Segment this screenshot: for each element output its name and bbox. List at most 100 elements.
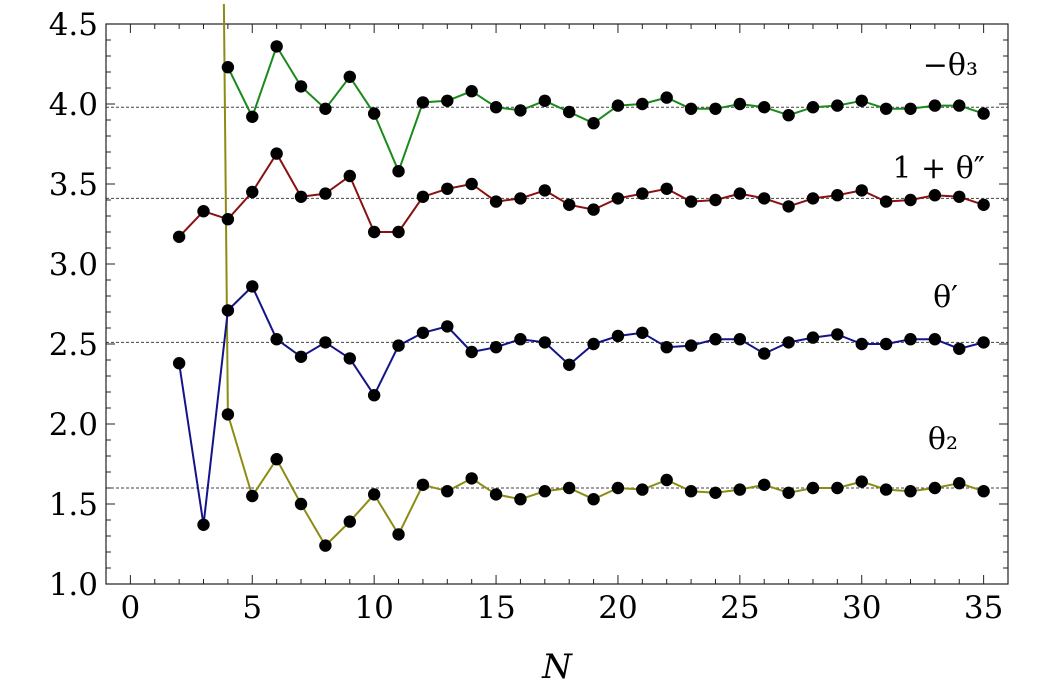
data-point: [611, 481, 625, 495]
data-point: [514, 333, 527, 346]
data-point: [319, 187, 332, 200]
data-point: [855, 184, 868, 197]
data-point: [562, 198, 576, 211]
data-point: [562, 481, 576, 495]
data-point: [953, 342, 966, 355]
data-point: [319, 539, 332, 552]
data-point: [367, 225, 381, 239]
x-axis-title: N: [541, 647, 573, 687]
data-point: [514, 104, 527, 117]
data-point: [562, 105, 576, 119]
data-point: [246, 280, 259, 293]
data-point: [782, 109, 795, 122]
data-point: [367, 107, 381, 120]
data-point: [221, 213, 235, 226]
data-point: [270, 147, 283, 160]
data-point: [953, 190, 966, 203]
data-point: [782, 200, 795, 213]
data-point: [221, 304, 235, 317]
data-point: [806, 101, 820, 114]
data-point: [636, 187, 649, 200]
data-point: [928, 481, 942, 495]
data-point: [343, 515, 356, 528]
y-tick-label: 1.0: [49, 567, 98, 603]
data-point: [636, 326, 649, 339]
series-label-1: 1 + θ″: [892, 151, 985, 186]
series-line-2: [178, 285, 984, 526]
x-tick-label: 5: [242, 590, 262, 626]
data-point: [611, 99, 625, 112]
y-tick-label: 2.5: [49, 327, 98, 363]
data-point: [465, 472, 478, 485]
data-point: [489, 341, 503, 354]
data-point: [684, 339, 698, 352]
data-point: [660, 473, 673, 487]
series-line-1: [178, 152, 984, 238]
data-point: [831, 481, 844, 495]
y-tick-label: 3.0: [49, 247, 98, 283]
data-point: [782, 336, 795, 349]
data-point: [879, 195, 893, 208]
data-point: [758, 101, 771, 114]
series-line-0: [226, 45, 984, 173]
data-point: [294, 190, 308, 203]
data-point: [855, 475, 868, 488]
data-point: [172, 230, 186, 243]
data-point: [514, 493, 527, 506]
y-tick-label: 4.5: [49, 7, 98, 43]
data-point: [977, 485, 990, 498]
data-point: [831, 99, 844, 112]
data-point: [319, 336, 332, 349]
x-tick-label: 0: [121, 590, 141, 626]
data-point: [294, 80, 308, 93]
data-point: [831, 328, 844, 341]
data-point: [953, 477, 966, 490]
data-point: [660, 91, 673, 104]
series-label-2: θ′: [933, 280, 958, 315]
data-point: [441, 94, 454, 108]
data-point: [928, 99, 942, 112]
data-point: [294, 497, 308, 511]
data-point: [270, 333, 283, 346]
data-point: [489, 488, 503, 501]
data-point: [636, 97, 649, 111]
data-point: [782, 486, 795, 499]
data-point: [831, 189, 844, 202]
data-point: [733, 483, 747, 496]
data-point: [709, 486, 722, 499]
data-point: [660, 182, 673, 195]
data-point: [758, 192, 771, 205]
data-point: [904, 102, 917, 116]
y-tick-label: 4.0: [49, 87, 98, 123]
data-point: [221, 408, 235, 421]
data-point: [392, 225, 405, 239]
data-point: [367, 389, 381, 402]
x-tick-label: 15: [476, 590, 515, 626]
plot-frame: [105, 23, 1009, 585]
data-point: [562, 358, 576, 371]
y-tick-label: 3.5: [49, 167, 98, 203]
x-tick-label: 10: [354, 590, 393, 626]
data-point: [879, 483, 893, 496]
data-point: [221, 60, 235, 74]
data-point: [855, 94, 868, 108]
data-point: [733, 97, 747, 111]
data-point: [611, 329, 625, 343]
data-point: [197, 205, 210, 218]
data-point: [587, 117, 600, 130]
axis-ticks: [106, 23, 1008, 585]
data-point: [246, 185, 259, 199]
data-point: [806, 192, 820, 205]
data-point: [294, 350, 308, 363]
data-point: [416, 326, 430, 339]
data-point: [636, 483, 649, 496]
data-point: [246, 110, 259, 124]
data-point: [928, 189, 942, 202]
data-point: [441, 485, 454, 498]
data-point: [684, 195, 698, 208]
data-point: [928, 333, 942, 346]
data-point: [684, 485, 698, 498]
data-point: [684, 102, 698, 116]
data-point: [953, 99, 966, 112]
